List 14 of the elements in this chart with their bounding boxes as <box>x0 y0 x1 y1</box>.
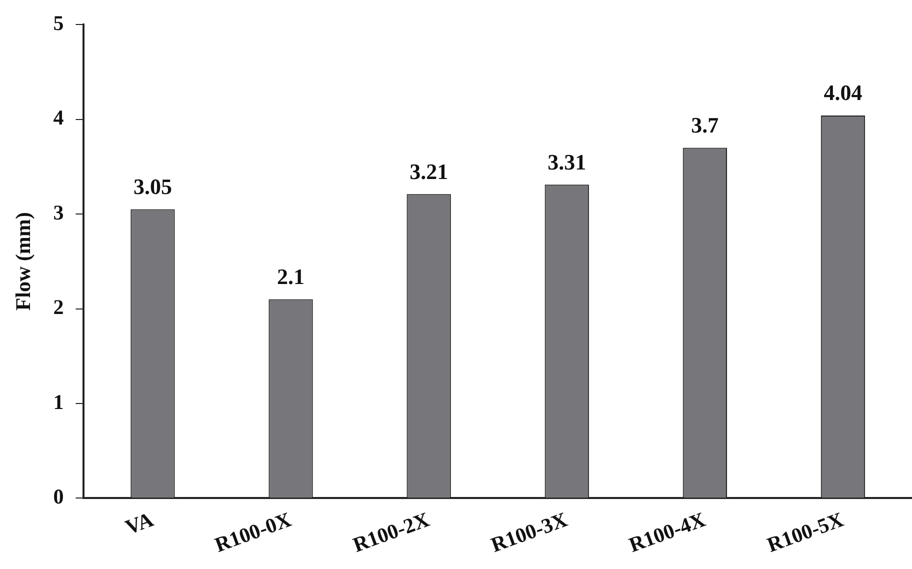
data-label: 2.1 <box>277 264 305 289</box>
y-tick-label: 2 <box>53 295 64 320</box>
data-label: 3.31 <box>548 149 586 174</box>
y-tick-label: 0 <box>53 484 64 509</box>
y-tick-label: 4 <box>53 106 64 130</box>
data-label: 3.21 <box>410 158 448 184</box>
data-label: 4.04 <box>824 80 862 106</box>
y-tick-label: 5 <box>53 11 64 36</box>
x-tick-label: VA <box>122 507 156 540</box>
data-label: 3.05 <box>133 174 172 199</box>
y-tick-label: 1 <box>53 390 64 414</box>
y-tick-label: 3 <box>53 200 64 224</box>
y-axis-title: Flow (mm) <box>11 212 36 311</box>
data-label: 3.7 <box>691 112 719 138</box>
